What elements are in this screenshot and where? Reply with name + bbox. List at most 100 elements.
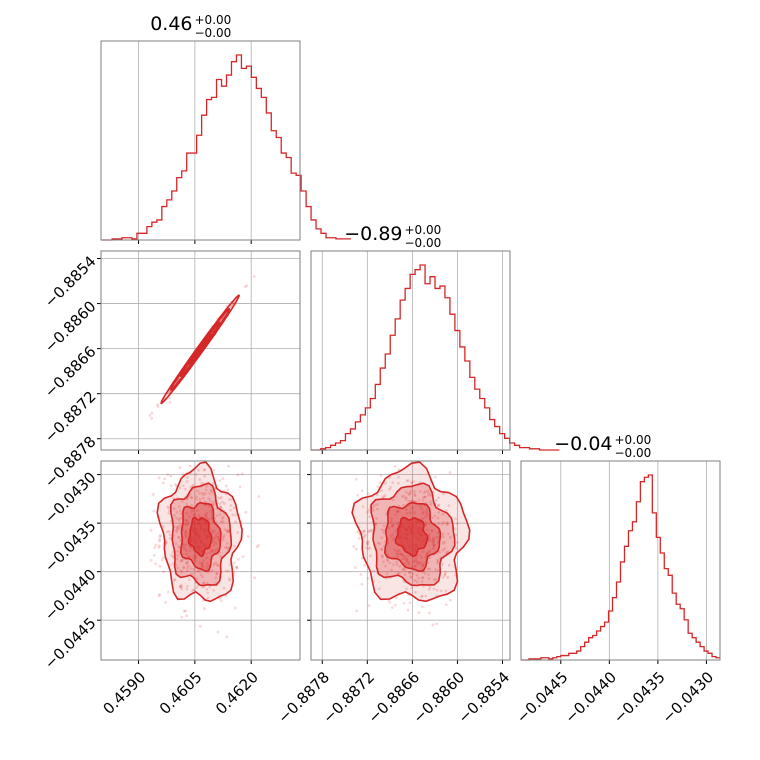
sample-point bbox=[440, 522, 444, 526]
sample-point bbox=[170, 553, 173, 557]
sample-point bbox=[219, 554, 222, 558]
sample-point bbox=[205, 516, 209, 520]
sample-point bbox=[184, 530, 188, 534]
sample-point bbox=[442, 540, 446, 544]
sample-point bbox=[378, 587, 381, 591]
sample-point bbox=[156, 405, 160, 408]
sample-point bbox=[400, 552, 404, 556]
sample-point bbox=[160, 558, 164, 562]
sample-point bbox=[182, 565, 186, 569]
sample-point bbox=[402, 494, 406, 498]
sample-point bbox=[393, 603, 397, 607]
sample-point bbox=[408, 493, 411, 496]
sample-point bbox=[390, 517, 393, 521]
sample-point bbox=[441, 492, 445, 496]
sample-point bbox=[397, 504, 401, 508]
sample-point bbox=[399, 553, 403, 557]
sample-point bbox=[431, 537, 435, 541]
sample-point bbox=[415, 559, 419, 563]
sample-point bbox=[397, 572, 401, 575]
sample-point bbox=[201, 565, 205, 569]
sample-point bbox=[177, 517, 181, 521]
sample-point bbox=[196, 489, 199, 493]
sample-point bbox=[445, 523, 449, 526]
sample-point bbox=[360, 489, 364, 493]
sample-point bbox=[202, 558, 206, 562]
sample-point bbox=[234, 513, 237, 517]
sample-point bbox=[182, 566, 186, 570]
sample-point bbox=[180, 584, 183, 588]
sample-point bbox=[413, 564, 417, 568]
panel-frame bbox=[310, 460, 511, 661]
sample-point bbox=[413, 494, 417, 497]
sample-point bbox=[367, 547, 370, 551]
sample-point bbox=[158, 535, 162, 539]
sample-point bbox=[203, 607, 206, 610]
sample-point bbox=[424, 555, 428, 559]
sample-point bbox=[177, 535, 180, 539]
sample-point bbox=[215, 547, 219, 551]
sample-point bbox=[211, 549, 215, 553]
sample-point bbox=[201, 564, 205, 568]
sample-point bbox=[389, 535, 393, 538]
sample-point bbox=[387, 526, 391, 530]
sample-point bbox=[388, 487, 392, 491]
panel-background bbox=[101, 461, 300, 660]
sample-point bbox=[366, 543, 369, 547]
y-tick-label: −0.0440 bbox=[41, 565, 100, 624]
sample-point bbox=[454, 547, 458, 550]
sample-point bbox=[424, 523, 428, 527]
sample-point bbox=[420, 507, 424, 511]
sample-point bbox=[395, 596, 398, 600]
sample-point bbox=[158, 564, 162, 568]
sample-point bbox=[384, 564, 387, 568]
sample-point bbox=[434, 475, 437, 479]
panel-background bbox=[101, 41, 300, 240]
sample-point bbox=[226, 529, 229, 532]
sample-point bbox=[368, 546, 372, 550]
sample-point bbox=[154, 562, 157, 566]
sample-point bbox=[229, 504, 233, 507]
sample-point bbox=[171, 562, 175, 566]
sample-point bbox=[185, 584, 189, 588]
sample-point bbox=[226, 530, 230, 534]
sample-point bbox=[184, 519, 188, 522]
sample-point bbox=[215, 572, 219, 576]
x-tick-label: 0.4620 bbox=[212, 668, 262, 718]
sample-point bbox=[200, 585, 204, 589]
x-tick-label: −0.0445 bbox=[513, 668, 572, 727]
sample-point bbox=[447, 563, 451, 567]
sample-point bbox=[420, 595, 424, 599]
sample-point bbox=[444, 603, 448, 607]
panel-frame bbox=[100, 250, 301, 451]
sample-point bbox=[356, 493, 360, 497]
sample-point bbox=[161, 556, 165, 560]
sample-point bbox=[192, 567, 196, 571]
sample-point bbox=[375, 503, 379, 506]
sample-point bbox=[421, 565, 424, 568]
sample-point bbox=[158, 537, 162, 541]
sample-point bbox=[454, 517, 458, 521]
sample-point bbox=[431, 516, 434, 520]
sample-point bbox=[246, 535, 250, 538]
sample-point bbox=[203, 474, 207, 478]
sample-point bbox=[188, 464, 192, 468]
sample-point bbox=[197, 514, 201, 518]
sample-point bbox=[424, 515, 427, 519]
sample-point bbox=[360, 582, 364, 586]
sample-point bbox=[177, 518, 181, 522]
sample-point bbox=[413, 579, 417, 582]
sample-point bbox=[244, 510, 248, 514]
sample-point bbox=[220, 517, 224, 520]
sample-point bbox=[176, 527, 179, 530]
sample-point bbox=[202, 585, 206, 589]
sample-point bbox=[393, 548, 396, 552]
sample-point bbox=[198, 561, 202, 565]
sample-point bbox=[380, 489, 383, 492]
sample-point bbox=[185, 480, 189, 484]
sample-point bbox=[184, 534, 188, 538]
sample-point bbox=[179, 569, 183, 573]
sample-point bbox=[245, 284, 249, 288]
sample-point bbox=[221, 520, 225, 523]
sample-point bbox=[413, 559, 417, 562]
